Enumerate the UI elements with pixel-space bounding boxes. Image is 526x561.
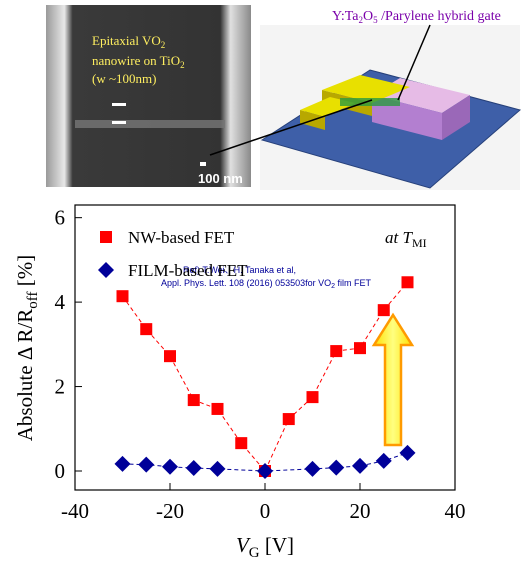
marker	[114, 455, 131, 472]
marker	[257, 463, 273, 479]
x-axis-label: VG [V]	[236, 533, 294, 561]
arrow	[371, 312, 415, 447]
marker	[235, 437, 248, 450]
marker	[140, 323, 153, 336]
marker	[328, 459, 345, 476]
marker	[399, 444, 416, 461]
x-tick-label: -20	[156, 499, 184, 523]
annotation: at TMI	[385, 228, 427, 250]
marker	[187, 394, 200, 407]
reference: Appl. Phys. Lett. 108 (2016) 053503for V…	[161, 278, 372, 290]
y-tick-label: 2	[55, 375, 66, 399]
series-line	[122, 281, 408, 472]
marker	[377, 304, 390, 317]
sem-caption: (w ~100nm)	[92, 71, 156, 86]
scale-bar: 100 nm	[198, 171, 243, 186]
x-tick-label: -40	[61, 499, 89, 523]
legend-label: NW-based FET	[128, 228, 235, 247]
y-axis-label: Absolute Δ R/Roff [%]	[13, 255, 41, 442]
marker	[98, 262, 114, 278]
marker	[211, 402, 224, 415]
marker	[304, 460, 321, 477]
marker	[354, 342, 366, 355]
marker	[352, 457, 368, 474]
marker	[330, 345, 343, 358]
x-tick-label: 20	[350, 499, 371, 523]
marker	[401, 276, 414, 289]
y-tick-label: 4	[55, 290, 66, 314]
marker	[209, 460, 226, 477]
device-schematic: Y:Ta2O5 /Parylene hybrid gate	[260, 9, 522, 190]
sem-caption: nanowire on TiO2	[92, 53, 185, 70]
sem-image: Epitaxial VO2 nanowire on TiO2 (w ~100nm…	[46, 5, 251, 187]
marker	[100, 231, 112, 243]
x-tick-label: 0	[260, 499, 271, 523]
y-tick-label: 0	[55, 459, 66, 483]
legend-label: FILM-based FET	[128, 261, 248, 280]
sem-caption: Epitaxial VO2	[92, 33, 165, 50]
marker	[306, 391, 319, 404]
marker	[375, 452, 392, 469]
gate-label: Y:Ta2O5 /Parylene hybrid gate	[332, 9, 501, 25]
reference: Ref) T.Wei、H. Tanaka et al,	[183, 265, 296, 275]
marker	[164, 350, 176, 363]
marker	[116, 290, 129, 303]
x-tick-label: 40	[445, 499, 466, 523]
marker	[162, 458, 178, 475]
marker	[185, 460, 202, 477]
marker	[138, 456, 155, 473]
pointer-line	[209, 99, 373, 156]
y-tick-label: 6	[55, 206, 66, 230]
marker	[282, 413, 295, 426]
